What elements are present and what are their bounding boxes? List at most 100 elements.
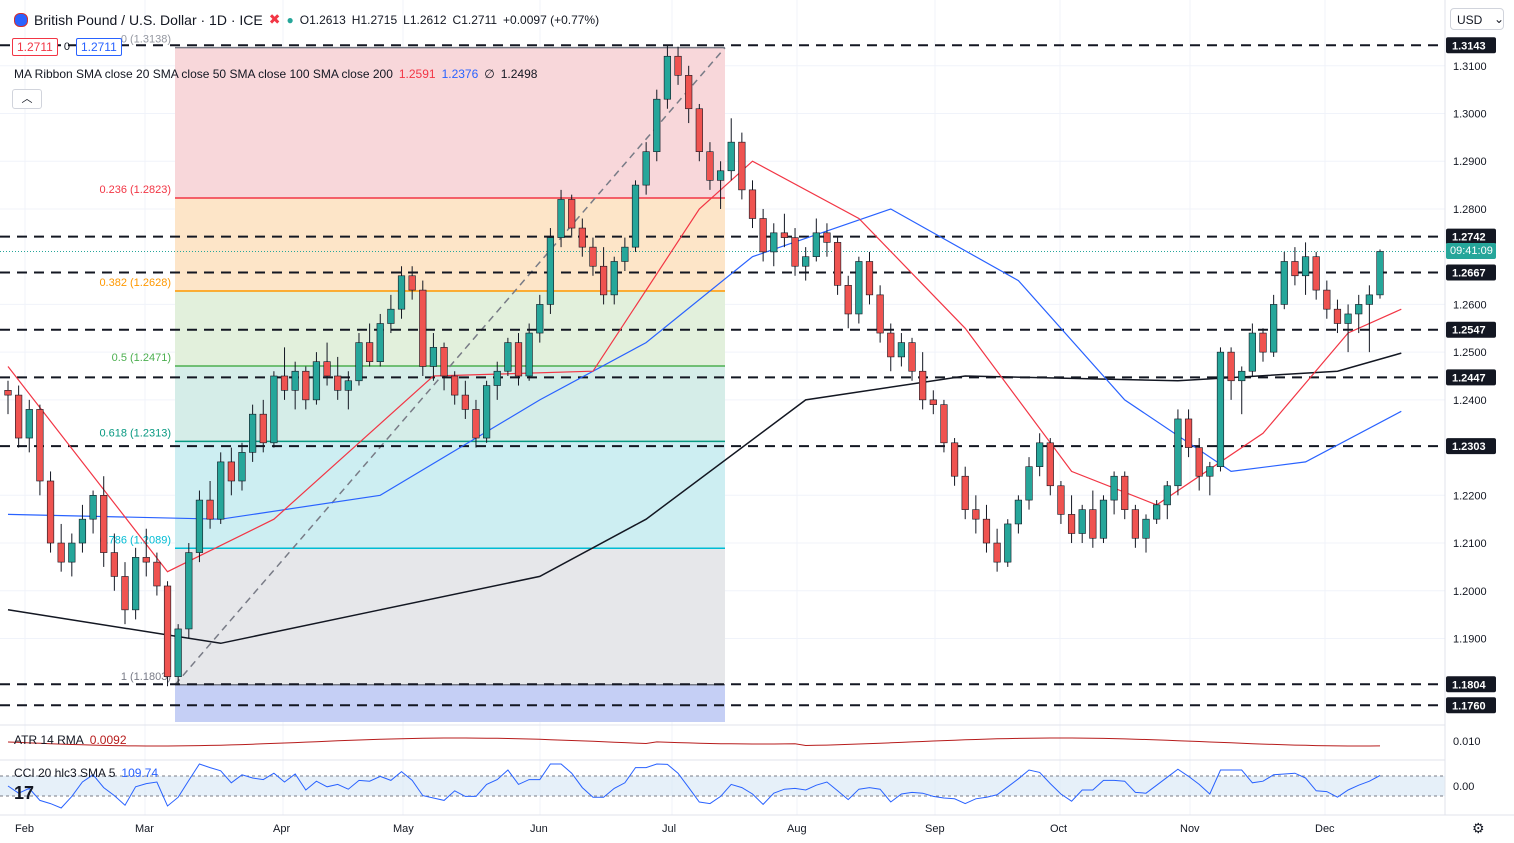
close-circle-icon[interactable]: ✖	[268, 11, 281, 27]
level-badge	[1446, 37, 1496, 54]
candle-body	[493, 370, 501, 386]
time-tick-label: Feb	[15, 823, 34, 835]
candle-body	[1036, 442, 1044, 467]
candle-body	[1089, 509, 1097, 539]
level-badge-label: 1.2303	[1452, 441, 1486, 453]
candle-body	[366, 342, 374, 362]
price-tick-label: 1.2900	[1453, 156, 1487, 168]
ohlc-open: O1.2613	[299, 12, 346, 27]
cci-band	[0, 776, 1445, 796]
candle-body	[206, 499, 214, 520]
candle-body	[57, 542, 65, 563]
candle-body	[1355, 304, 1363, 315]
price-tick-label: 1.2400	[1453, 395, 1487, 407]
spread-value: 0	[63, 41, 70, 53]
candle-body	[1121, 475, 1129, 510]
level-badge	[1446, 697, 1496, 714]
candle-body	[1301, 256, 1310, 277]
candle-body	[227, 461, 235, 482]
price-tick-label: 1.2200	[1453, 490, 1487, 502]
ma-ribbon-legend[interactable]: MA Ribbon SMA close 20 SMA close 50 SMA …	[14, 67, 537, 81]
candle-body	[578, 227, 586, 248]
time-axis[interactable]: Feb Mar Apr May Jun Jul Aug Sep Oct Nov Dec	[15, 823, 1335, 835]
time-tick-label: Sep	[925, 823, 945, 835]
sell-button[interactable]: 1.2711	[12, 38, 58, 56]
candle-body	[950, 442, 959, 477]
fibonacci-retracement[interactable]: 0 (1.3138) 0.236 (1.2823) 0.382 (1.2628) 0.…	[99, 34, 726, 722]
symbol-header: British Pound / U.S. Dollar · 1D · ICE ✖…	[14, 11, 599, 28]
price-tick-label: 1.3100	[1453, 61, 1487, 73]
cci-line	[7, 763, 1381, 809]
fib-level-label: 0.786 (1.2089)	[99, 534, 171, 546]
candle-body	[174, 628, 182, 677]
fib-level-label: 0.236 (1.2823)	[99, 184, 171, 196]
atr-label: ATR 14 RMA	[14, 733, 84, 747]
level-badge	[1446, 676, 1496, 693]
chevron-down-icon[interactable]: ⌄	[1494, 12, 1505, 26]
tradingview-logo[interactable]: 17	[14, 783, 35, 803]
candle-body	[674, 55, 682, 76]
level-badge	[1446, 264, 1496, 281]
candle-body	[483, 385, 491, 439]
candle-body	[1153, 504, 1161, 520]
candle-body	[1323, 289, 1331, 310]
candle-body	[1014, 499, 1022, 525]
candle-body	[1206, 466, 1214, 477]
fib-zone-extension	[175, 684, 725, 722]
candle-body	[217, 461, 225, 520]
currency-select[interactable]: USD	[1450, 8, 1504, 30]
price-tick-label: 1.2100	[1453, 538, 1487, 550]
flag-icon	[14, 12, 28, 27]
ohlc-change: +0.0097 (+0.77%)	[503, 12, 600, 27]
candle-body	[323, 361, 331, 377]
atr-legend[interactable]: ATR 14 RMA 0.0092	[14, 733, 127, 747]
candle-body	[1174, 418, 1182, 487]
fib-level-label: 0.382 (1.2628)	[99, 277, 171, 289]
candle-body	[68, 542, 76, 563]
fib-zone	[175, 291, 725, 366]
candle-body	[748, 189, 757, 219]
candle-body	[961, 475, 969, 510]
ma-value-50: 1.2376	[441, 67, 479, 81]
candle-body	[185, 552, 193, 630]
price-tick-label: 1.3000	[1453, 109, 1487, 121]
candle-body	[823, 232, 831, 243]
candle-body	[1280, 261, 1288, 305]
market-open-icon: ●	[286, 12, 294, 27]
cci-value: 109.74	[121, 766, 159, 780]
sma200-line	[7, 352, 1402, 645]
level-badge-label: 1.1804	[1452, 679, 1487, 691]
countdown-label: 09:41:09	[1446, 243, 1496, 260]
candle-body	[568, 199, 576, 229]
candle-body	[36, 409, 44, 482]
candle-body	[4, 390, 12, 396]
candle-body	[1227, 351, 1235, 382]
atr-axis-label: 0.010	[1453, 736, 1481, 748]
candle-body	[663, 55, 672, 100]
price-axis[interactable]: 1.3100 1.3000 1.2900 1.2800 1.2600 1.2500 1.24…	[0, 0, 1514, 816]
candle-body	[312, 361, 321, 401]
candle-body	[1163, 485, 1171, 506]
candle-body	[908, 342, 916, 372]
candle-body	[1004, 523, 1012, 563]
candle-body	[1344, 313, 1352, 324]
candle-body	[419, 289, 427, 367]
horizontal-levels[interactable]	[0, 44, 1445, 707]
fib-level-label: 0 (1.3138)	[121, 34, 171, 46]
symbol-title[interactable]: British Pound / U.S. Dollar · 1D · ICE	[34, 11, 263, 28]
cci-legend[interactable]: CCI 20 hlc3 SMA 5 109.74	[14, 766, 158, 780]
candle-body	[302, 370, 310, 401]
candle-body	[249, 413, 257, 453]
collapse-legend-button[interactable]: ︿	[12, 89, 42, 109]
trend-line	[174, 47, 726, 686]
candle-body	[291, 370, 299, 391]
candle-body	[408, 275, 416, 291]
candle-body	[897, 342, 905, 358]
candle-body	[344, 380, 352, 391]
candle-body	[1078, 509, 1086, 534]
buy-button[interactable]: 1.2711	[75, 38, 122, 56]
gear-icon[interactable]: ⚙	[1472, 820, 1485, 836]
fib-level-label: 1 (1.1803)	[121, 671, 171, 683]
candle-body	[355, 342, 363, 382]
candle-body	[929, 399, 937, 405]
